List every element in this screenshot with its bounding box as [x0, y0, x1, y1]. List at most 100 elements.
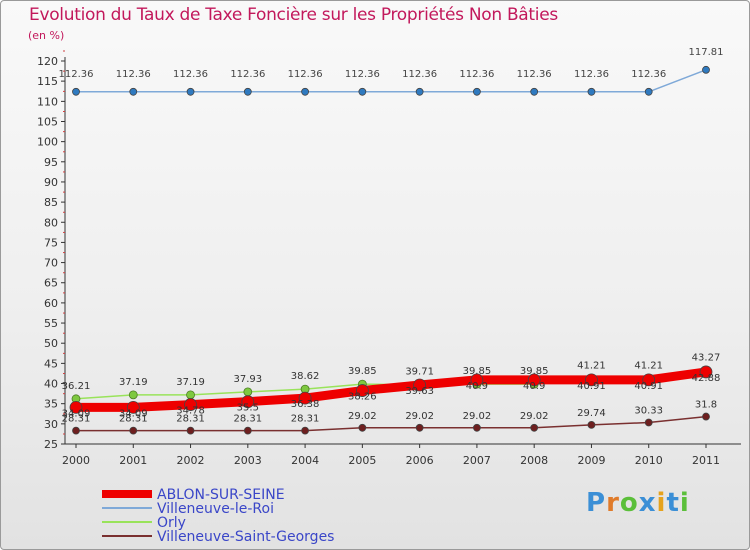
data-point-villeneuve-le-roi	[587, 87, 596, 96]
data-point-villeneuve-saint-georges	[129, 426, 138, 435]
data-label-villeneuve-saint-georges: 28.31	[62, 414, 91, 425]
data-label-villeneuve-le-roi: 112.36	[173, 69, 208, 80]
data-point-orly	[243, 387, 253, 397]
y-unit-label: (en %)	[28, 29, 65, 42]
data-point-ablon-sur-seine	[585, 373, 598, 387]
data-point-villeneuve-le-roi	[186, 87, 195, 96]
data-point-villeneuve-le-roi	[129, 87, 138, 96]
data-label-villeneuve-le-roi: 112.36	[574, 69, 609, 80]
x-tick-label: 2005	[348, 454, 376, 467]
data-point-villeneuve-saint-georges	[301, 426, 309, 435]
data-point-villeneuve-le-roi	[301, 87, 309, 96]
data-point-villeneuve-saint-georges	[72, 426, 80, 435]
y-tick-label: 55	[44, 317, 58, 330]
data-point-villeneuve-saint-georges	[415, 423, 424, 432]
data-label-villeneuve-le-roi: 112.36	[345, 69, 380, 80]
data-label-orly: 39.85	[463, 366, 492, 377]
data-point-ablon-sur-seine	[184, 398, 197, 411]
data-point-orly	[128, 390, 138, 400]
data-label-ablon-sur-seine: 38.26	[348, 392, 377, 403]
data-label-orly: 39.85	[348, 366, 377, 377]
data-label-villeneuve-le-roi: 112.36	[230, 69, 265, 80]
data-label-villeneuve-le-roi: 112.36	[459, 69, 494, 80]
legend-label-villeneuve-le-roi: Villeneuve-le-Roi	[157, 501, 274, 517]
data-point-ablon-sur-seine	[355, 384, 369, 397]
data-label-villeneuve-le-roi: 112.36	[517, 69, 552, 80]
data-label-orly: 36.21	[62, 381, 91, 392]
data-point-ablon-sur-seine	[69, 400, 83, 414]
logo-letter: i	[679, 488, 690, 518]
y-tick-label: 25	[44, 438, 58, 451]
series-line-villeneuve-saint-georges	[75, 415, 707, 432]
data-point-villeneuve-le-roi	[358, 87, 367, 96]
y-tick-label: 110	[37, 95, 58, 108]
data-label-orly: 41.21	[634, 361, 663, 372]
y-tick-label: 85	[44, 196, 58, 209]
logo-letter: r	[606, 488, 620, 518]
data-point-villeneuve-le-roi	[72, 87, 80, 96]
logo-letter: t	[666, 488, 680, 518]
y-tick-label: 95	[44, 156, 58, 169]
y-tick-label: 90	[44, 176, 58, 189]
y-tick-label: 35	[44, 398, 58, 411]
legend-label-orly: Orly	[157, 515, 186, 531]
data-label-ablon-sur-seine: 40.9	[523, 381, 545, 392]
logo-letter: i	[656, 488, 667, 518]
data-label-villeneuve-le-roi: 117.81	[689, 47, 724, 58]
x-tick-label: 2010	[635, 454, 663, 467]
data-label-ablon-sur-seine: 42.88	[692, 373, 721, 384]
x-tick-label: 2009	[577, 454, 605, 467]
data-point-ablon-sur-seine	[470, 373, 484, 387]
data-labels: 112.36 112.36 112.36 112.36 112.36 112.36 112.…	[59, 47, 724, 425]
y-tick-label: 30	[44, 418, 58, 431]
chart-title: Evolution du Taux de Taxe Foncière sur l…	[29, 5, 558, 25]
data-point-ablon-sur-seine	[699, 365, 713, 379]
data-point-villeneuve-saint-georges	[473, 423, 481, 432]
data-label-ablon-sur-seine: 40.91	[577, 381, 606, 392]
data-label-villeneuve-saint-georges: 29.02	[520, 411, 549, 422]
y-tick-label: 45	[44, 357, 58, 370]
x-tick-label: 2008	[520, 454, 548, 467]
data-label-orly: 37.19	[119, 377, 148, 388]
data-label-villeneuve-le-roi: 112.36	[288, 69, 323, 80]
data-point-villeneuve-le-roi	[473, 87, 481, 96]
data-point-ablon-sur-seine	[241, 395, 255, 409]
data-point-villeneuve-saint-georges	[358, 423, 367, 432]
data-label-orly: 41.21	[577, 361, 606, 372]
data-label-orly: 37.93	[233, 374, 262, 385]
data-label-orly: 37.19	[176, 377, 205, 388]
data-label-orly: 43.27	[692, 352, 721, 363]
y-tick-label: 105	[37, 115, 58, 128]
x-tick-label: 2004	[291, 454, 319, 467]
legend: ABLON-SUR-SEINEVilleneuve-le-RoiOrlyVill…	[102, 487, 334, 545]
logo-letter: o	[619, 488, 639, 518]
data-point-villeneuve-saint-georges	[587, 420, 596, 429]
x-tick-label: 2003	[234, 454, 262, 467]
data-label-villeneuve-saint-georges: 29.02	[463, 411, 492, 422]
data-label-villeneuve-saint-georges: 28.31	[233, 414, 262, 425]
data-label-orly: 39.85	[520, 366, 549, 377]
x-tick-label: 2002	[177, 454, 205, 467]
data-point-villeneuve-saint-georges	[186, 426, 195, 435]
data-label-ablon-sur-seine: 40.9	[466, 381, 488, 392]
data-point-villeneuve-saint-georges	[243, 426, 252, 435]
data-point-ablon-sur-seine	[413, 378, 427, 392]
x-tick-label: 2001	[119, 454, 147, 467]
data-label-villeneuve-saint-georges: 29.74	[577, 408, 606, 419]
y-tick-label: 60	[44, 297, 58, 310]
data-point-villeneuve-le-roi	[530, 87, 539, 96]
data-point-ablon-sur-seine	[642, 373, 656, 387]
proxiti-logo: Proxiti	[586, 488, 690, 518]
data-point-orly	[186, 390, 195, 400]
data-point-villeneuve-saint-georges	[644, 418, 653, 427]
series-lines	[71, 69, 711, 432]
data-point-villeneuve-le-roi	[702, 65, 710, 74]
logo-letter: P	[586, 488, 607, 518]
series-markers	[69, 65, 713, 435]
x-tick-label: 2011	[692, 454, 720, 467]
data-label-villeneuve-le-roi: 112.36	[59, 69, 94, 80]
legend-label-villeneuve-saint-georges: Villeneuve-Saint-Georges	[157, 529, 334, 545]
data-point-villeneuve-le-roi	[644, 87, 653, 96]
data-label-ablon-sur-seine: 34.78	[176, 406, 205, 417]
